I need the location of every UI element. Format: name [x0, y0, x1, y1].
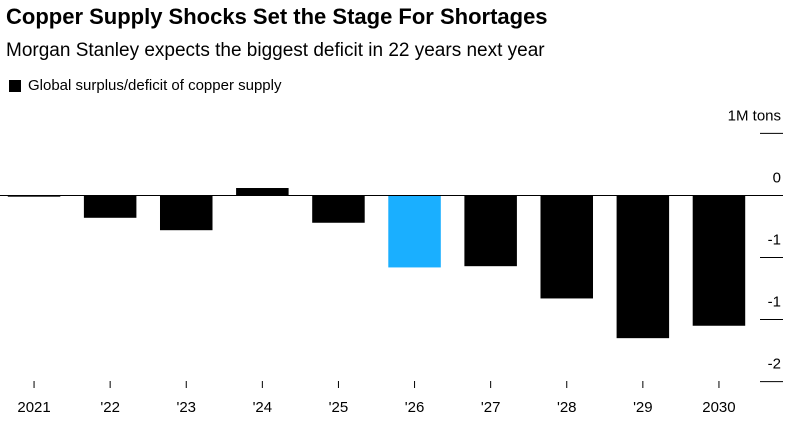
y-tick-label: -1 [768, 231, 781, 248]
x-tick-label: '26 [405, 399, 425, 416]
x-tick-label: 2030 [702, 399, 735, 416]
bar [616, 195, 670, 339]
x-tick-label: '28 [557, 399, 577, 416]
x-tick-label: '25 [329, 399, 349, 416]
bar [159, 195, 213, 231]
bar [464, 195, 517, 267]
y-tick-label: -1 [768, 294, 781, 311]
bar [7, 195, 61, 197]
bar [388, 195, 441, 268]
bar [312, 195, 365, 223]
bar [83, 195, 137, 218]
x-tick-label: '24 [253, 399, 273, 416]
bar [236, 188, 289, 196]
x-tick-label: 2021 [17, 399, 50, 416]
x-tick-label: '27 [481, 399, 501, 416]
chart-title: Copper Supply Shocks Set the Stage For S… [6, 4, 548, 29]
x-tick-label: '22 [100, 399, 120, 416]
bar [692, 195, 746, 326]
x-tick-label: '23 [176, 399, 196, 416]
y-tick-label: 0 [773, 169, 781, 186]
y-tick-label: 1M tons [728, 107, 781, 124]
chart-subtitle: Morgan Stanley expects the biggest defic… [6, 40, 545, 61]
bar [540, 195, 594, 299]
legend-label: Global surplus/deficit of copper supply [28, 77, 282, 94]
legend-swatch [9, 80, 21, 92]
y-tick-label: -2 [768, 356, 781, 373]
x-tick-label: '29 [633, 399, 653, 416]
